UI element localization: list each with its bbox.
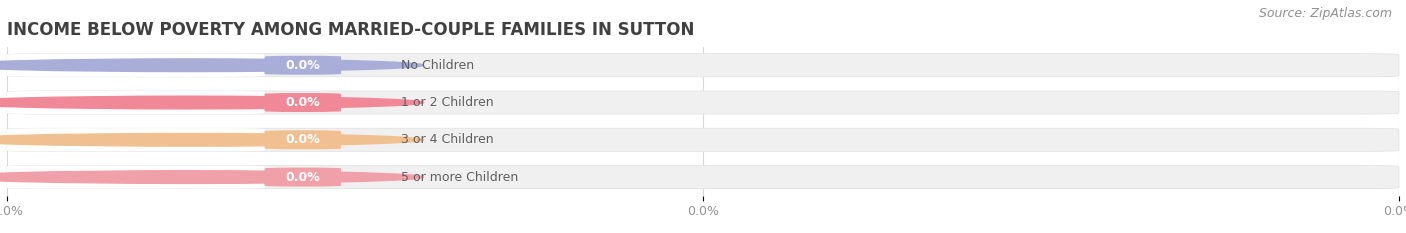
Circle shape [0,171,423,183]
FancyBboxPatch shape [7,54,1399,77]
Text: 3 or 4 Children: 3 or 4 Children [401,133,494,146]
Text: INCOME BELOW POVERTY AMONG MARRIED-COUPLE FAMILIES IN SUTTON: INCOME BELOW POVERTY AMONG MARRIED-COUPL… [7,21,695,39]
FancyBboxPatch shape [264,93,342,112]
Text: 1 or 2 Children: 1 or 2 Children [401,96,494,109]
FancyBboxPatch shape [7,91,264,114]
Text: Source: ZipAtlas.com: Source: ZipAtlas.com [1258,7,1392,20]
Text: 0.0%: 0.0% [285,59,321,72]
Text: 0.0%: 0.0% [285,96,321,109]
Circle shape [0,96,423,109]
FancyBboxPatch shape [264,56,342,75]
FancyBboxPatch shape [264,168,342,187]
FancyBboxPatch shape [7,128,1399,151]
FancyBboxPatch shape [7,91,1399,114]
Text: 0.0%: 0.0% [285,133,321,146]
Text: 5 or more Children: 5 or more Children [401,171,517,184]
Text: No Children: No Children [401,59,474,72]
Circle shape [0,134,423,146]
FancyBboxPatch shape [264,130,342,149]
Text: 0.0%: 0.0% [285,171,321,184]
FancyBboxPatch shape [7,128,264,151]
FancyBboxPatch shape [7,165,1399,189]
FancyBboxPatch shape [7,54,264,77]
Circle shape [0,59,423,72]
FancyBboxPatch shape [7,165,264,189]
